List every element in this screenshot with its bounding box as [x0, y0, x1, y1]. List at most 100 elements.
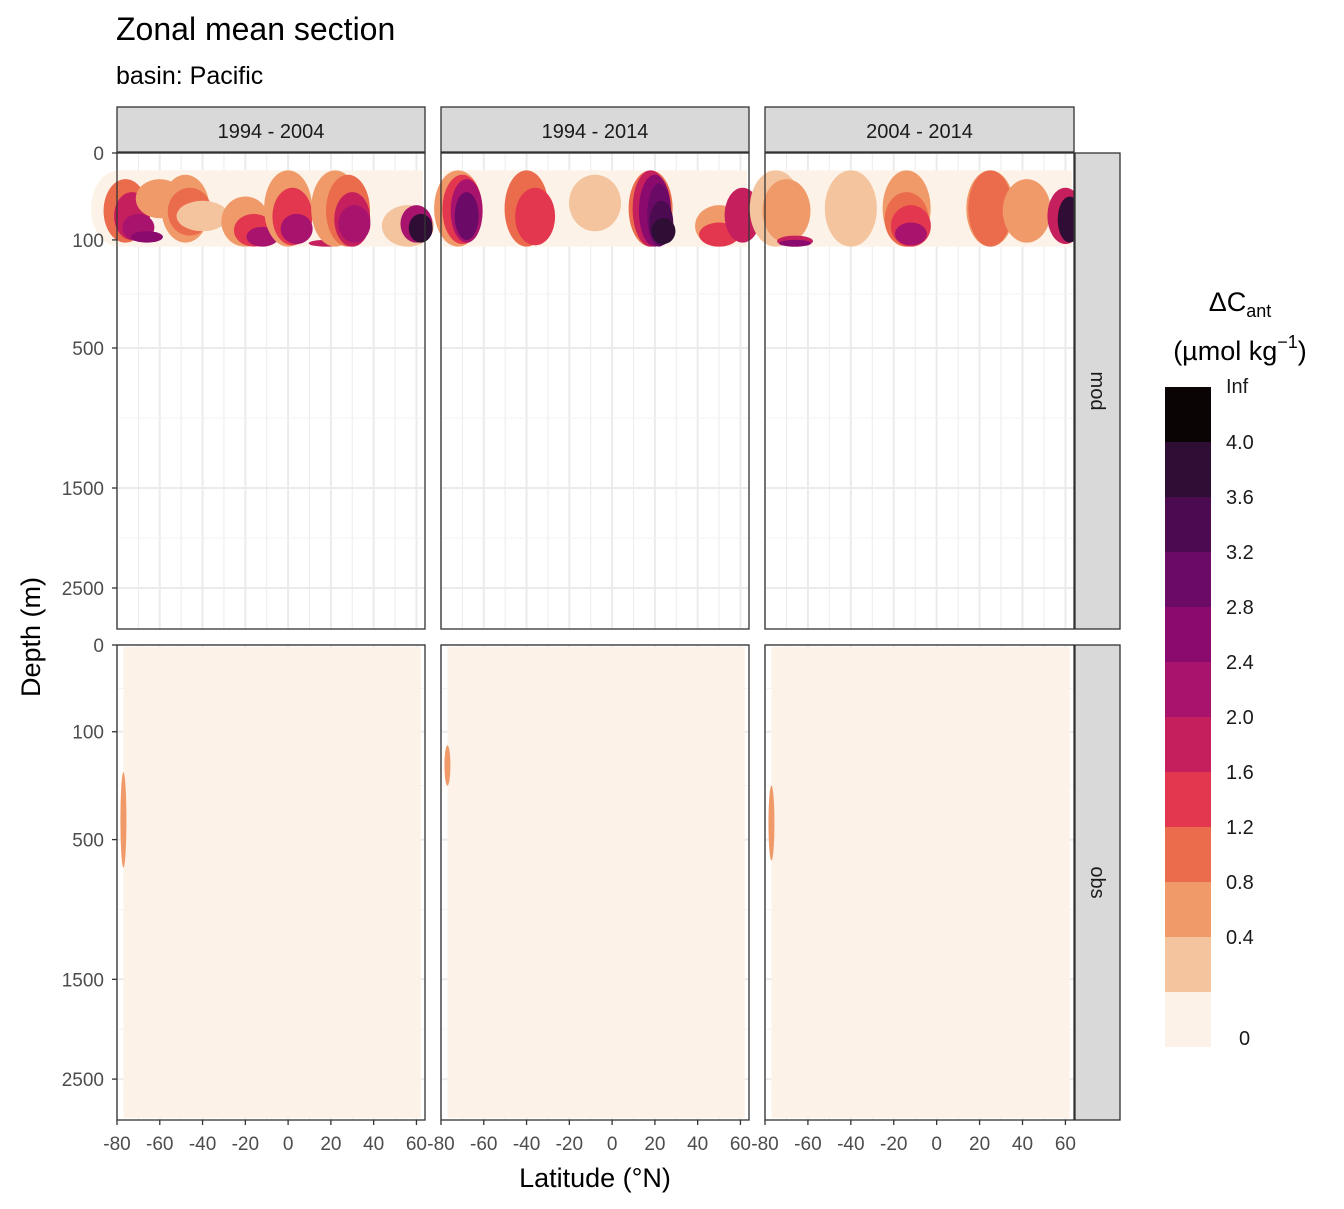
legend-unit-sup: −1 — [1277, 332, 1298, 352]
x-tick-label: 60 — [1055, 1134, 1076, 1155]
x-tick-label: -80 — [427, 1134, 454, 1155]
x-tick-label: 20 — [969, 1134, 990, 1155]
legend-unit-close: ) — [1298, 336, 1307, 366]
x-tick-label: 0 — [283, 1134, 294, 1155]
contour-region — [779, 239, 812, 247]
x-tick-label: 20 — [320, 1134, 341, 1155]
legend-label: Inf — [1226, 376, 1249, 398]
panel-border — [116, 152, 426, 630]
contour-region — [1002, 179, 1051, 243]
y-tick-label: 0 — [93, 636, 104, 657]
contour-region — [408, 213, 433, 243]
x-tick-label: 40 — [363, 1134, 384, 1155]
panel-obs-1: -80 -60 -40 -20 0 20 40 60 0 100 500 1500 2500 — [62, 636, 427, 1155]
y-tick-label: 100 — [72, 723, 104, 744]
panel-obs-2: -80 -60 -40 -20 0 20 40 60 — [427, 644, 751, 1155]
y-tick-label: 500 — [72, 831, 104, 852]
y-tick-label: 0 — [93, 144, 104, 165]
x-tick-label: -60 — [470, 1134, 497, 1155]
field-base — [447, 647, 745, 1118]
legend-key — [1165, 662, 1211, 717]
legend-title: ΔCant — [1209, 287, 1272, 321]
x-tick-label: -80 — [751, 1134, 778, 1155]
legend-unit: (µmol kg−1) — [1173, 332, 1307, 366]
x-tick-label: -40 — [837, 1134, 864, 1155]
field-base — [123, 647, 421, 1118]
x-tick-label: 40 — [687, 1134, 708, 1155]
panel-border — [764, 644, 1075, 1121]
panel-border — [116, 644, 426, 1121]
y-tick-label: 1500 — [62, 479, 104, 500]
y-tick-label: 2500 — [62, 579, 104, 600]
chart-title: Zonal mean section — [116, 11, 395, 47]
legend-key — [1165, 717, 1211, 772]
panel-mod-2: 1994 - 2014 — [434, 106, 761, 630]
legend-key — [1165, 992, 1211, 1047]
legend-label: 0 — [1239, 1028, 1250, 1050]
contour-region — [338, 205, 371, 243]
x-tick-label: -60 — [146, 1134, 173, 1155]
legend-label: 3.6 — [1226, 487, 1254, 509]
x-tick-label: -20 — [232, 1134, 259, 1155]
facet-label-col: 1994 - 2014 — [542, 121, 649, 143]
panel-mod-1: 1994 - 2004 0 100 500 1500 2500 — [62, 106, 434, 630]
legend-label: 0.4 — [1226, 927, 1254, 949]
legend-unit-main: (µmol kg — [1173, 336, 1277, 366]
facet-label-col: 2004 - 2014 — [866, 121, 973, 143]
legend-label: 2.0 — [1226, 707, 1254, 729]
contour-region — [120, 772, 127, 868]
panel-border — [440, 152, 750, 630]
contour-region — [968, 170, 1013, 247]
legend: ΔCant (µmol kg−1) Inf 4.0 3.6 3.2 2.8 2.4 2.0 1… — [1165, 287, 1307, 1050]
x-tick-label: -60 — [794, 1134, 821, 1155]
contour-region — [130, 231, 163, 243]
x-tick-label: -40 — [513, 1134, 540, 1155]
contour-region — [280, 213, 313, 244]
contour-region — [454, 192, 479, 240]
legend-label: 3.2 — [1226, 542, 1254, 564]
facet-strip-right — [1074, 644, 1121, 1121]
facet-label-col: 1994 - 2004 — [218, 121, 325, 143]
x-tick-label: -40 — [189, 1134, 216, 1155]
legend-label: 1.6 — [1226, 762, 1254, 784]
facet-label-row: mod — [1086, 372, 1108, 411]
contour-region — [824, 170, 877, 247]
x-tick-label: 60 — [730, 1134, 751, 1155]
legend-key — [1165, 387, 1211, 442]
legend-key — [1165, 827, 1211, 882]
x-tick-label: -20 — [880, 1134, 907, 1155]
x-tick-label: 20 — [644, 1134, 665, 1155]
y-tick-label: 1500 — [62, 970, 104, 991]
facet-strip-top — [764, 106, 1075, 153]
legend-key — [1165, 882, 1211, 937]
legend-label: 0.8 — [1226, 872, 1254, 894]
facet-strip-top — [116, 106, 426, 153]
y-tick-label: 500 — [72, 339, 104, 360]
x-axis-label: Latitude (°N) — [519, 1163, 671, 1193]
legend-key — [1165, 552, 1211, 607]
facet-label-row: obs — [1086, 866, 1108, 898]
facet-strip-top — [440, 106, 750, 153]
x-tick-label: 40 — [1012, 1134, 1033, 1155]
legend-key — [1165, 937, 1211, 992]
legend-title-main: ΔC — [1209, 287, 1247, 317]
x-tick-label: -20 — [556, 1134, 583, 1155]
y-tick-label: 2500 — [62, 1070, 104, 1091]
panel-obs-3: -80 -60 -40 -20 0 20 40 60 obs — [751, 644, 1121, 1155]
panel-border — [440, 644, 750, 1121]
contour-region — [515, 187, 556, 246]
contour-region — [894, 222, 927, 246]
legend-label: 2.4 — [1226, 652, 1254, 674]
contour-region — [651, 218, 676, 244]
contour-region — [176, 200, 229, 232]
contour-region — [444, 745, 451, 786]
x-tick-label: 0 — [607, 1134, 618, 1155]
panel-border — [764, 152, 1075, 630]
legend-label: 1.2 — [1226, 817, 1254, 839]
panel-mod-3: 2004 - 2014 mod — [749, 106, 1121, 630]
x-tick-label: -80 — [103, 1134, 130, 1155]
x-tick-label: 60 — [406, 1134, 427, 1155]
legend-key — [1165, 442, 1211, 497]
